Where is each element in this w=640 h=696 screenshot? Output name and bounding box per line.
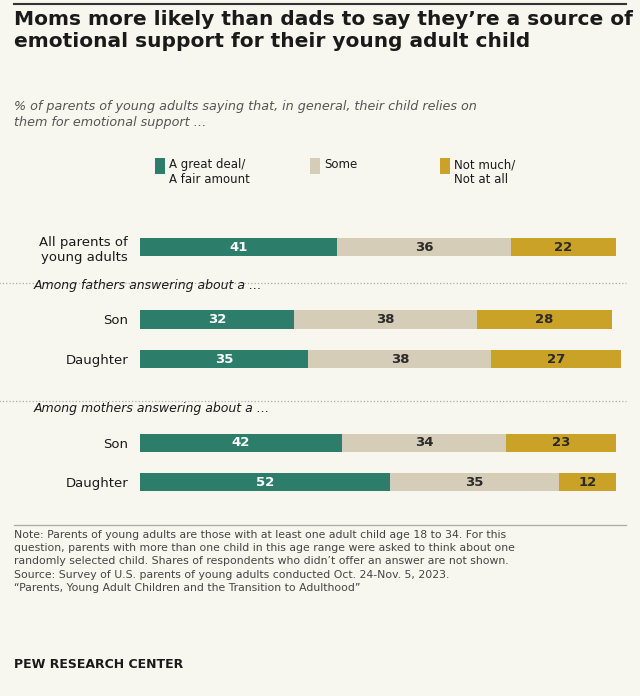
Text: 35: 35 — [215, 353, 234, 366]
Text: 36: 36 — [415, 241, 433, 253]
Text: 52: 52 — [256, 476, 274, 489]
Bar — [140, 350, 308, 368]
Text: 27: 27 — [547, 353, 565, 366]
Bar — [511, 238, 616, 256]
Text: 38: 38 — [390, 353, 409, 366]
Bar — [140, 434, 342, 452]
Text: 28: 28 — [535, 313, 554, 326]
Text: PEW RESEARCH CENTER: PEW RESEARCH CENTER — [14, 658, 183, 671]
Bar — [492, 350, 621, 368]
Text: 35: 35 — [465, 476, 484, 489]
Text: 23: 23 — [552, 436, 570, 449]
Text: 38: 38 — [376, 313, 395, 326]
Text: Note: Parents of young adults are those with at least one adult child age 18 to : Note: Parents of young adults are those … — [14, 530, 515, 593]
Bar — [390, 473, 559, 491]
Text: Not much/
Not at all: Not much/ Not at all — [454, 158, 515, 186]
Bar — [140, 310, 294, 329]
Bar — [337, 238, 511, 256]
Text: 32: 32 — [208, 313, 226, 326]
Text: 41: 41 — [230, 241, 248, 253]
Bar — [140, 473, 390, 491]
Text: Among mothers answering about a …: Among mothers answering about a … — [34, 402, 270, 415]
Text: 22: 22 — [554, 241, 573, 253]
Bar — [140, 238, 337, 256]
Text: 12: 12 — [579, 476, 596, 489]
Text: A great deal/
A fair amount: A great deal/ A fair amount — [169, 158, 250, 186]
Bar — [477, 310, 612, 329]
Text: 34: 34 — [415, 436, 433, 449]
Bar — [506, 434, 616, 452]
Text: % of parents of young adults saying that, in general, their child relies on
them: % of parents of young adults saying that… — [14, 100, 477, 129]
Text: 42: 42 — [232, 436, 250, 449]
Text: Moms more likely than dads to say they’re a source of
emotional support for thei: Moms more likely than dads to say they’r… — [14, 10, 633, 51]
Bar — [308, 350, 492, 368]
Bar — [294, 310, 477, 329]
Bar — [342, 434, 506, 452]
Bar — [559, 473, 616, 491]
Text: Among fathers answering about a …: Among fathers answering about a … — [34, 278, 262, 292]
Text: Some: Some — [324, 158, 357, 171]
